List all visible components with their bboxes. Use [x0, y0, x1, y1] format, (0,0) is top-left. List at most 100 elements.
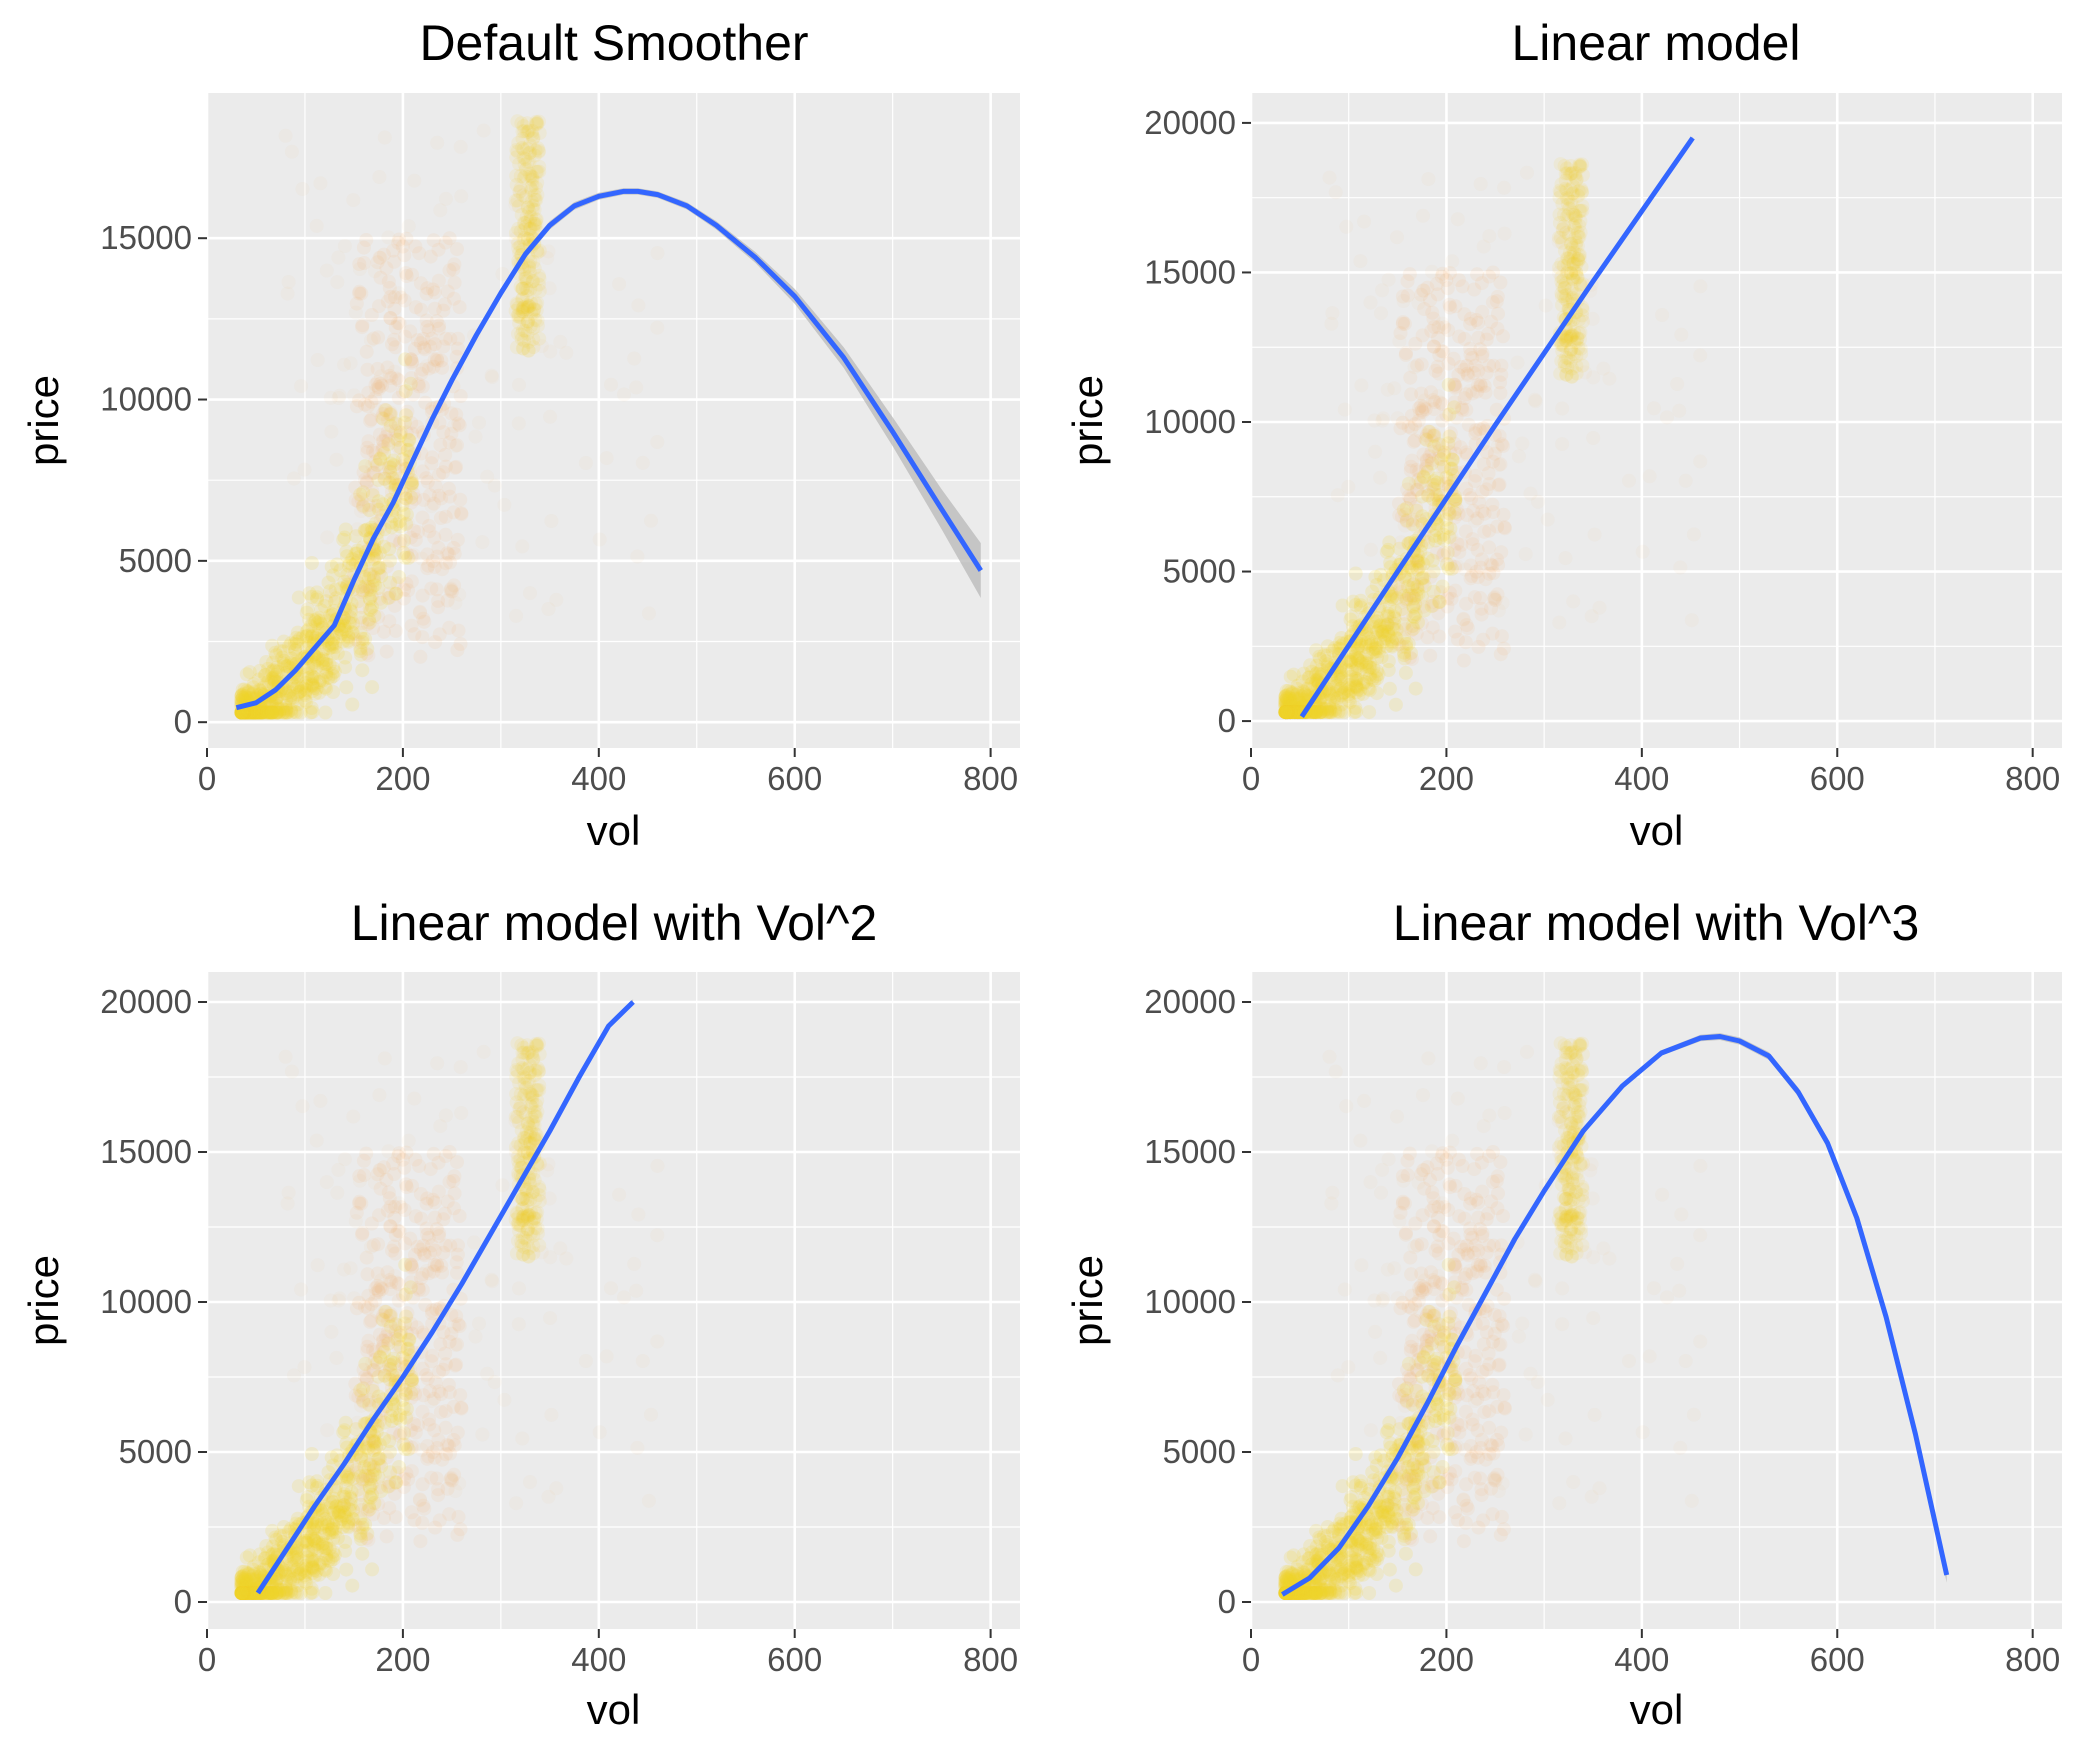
- scatter-point: [1358, 639, 1373, 654]
- scatter-point: [487, 478, 502, 493]
- scatter-point: [1431, 366, 1446, 381]
- scatter-point: [1463, 311, 1478, 326]
- x-axis-title: vol: [587, 807, 641, 854]
- scatter-point: [239, 705, 254, 720]
- scatter-point: [399, 425, 414, 440]
- scatter-point: [1459, 508, 1474, 522]
- scatter-point: [358, 472, 373, 487]
- scatter-point: [1396, 294, 1411, 308]
- scatter-point: [511, 300, 526, 315]
- scatter-point: [549, 1481, 564, 1496]
- scatter-point: [431, 321, 446, 336]
- scatter-point: [531, 143, 546, 158]
- scatter-point: [599, 1349, 614, 1364]
- scatter-point: [299, 605, 314, 620]
- y-tick-label: 0: [174, 703, 192, 740]
- scatter-point: [365, 599, 379, 614]
- scatter-point: [513, 310, 528, 325]
- scatter-point: [382, 368, 397, 383]
- scatter-point: [365, 488, 380, 503]
- scatter-point: [1354, 656, 1369, 671]
- scatter-point: [338, 1480, 353, 1495]
- scatter-point: [333, 622, 348, 637]
- scatter-point: [356, 485, 371, 500]
- scatter-point: [431, 488, 446, 503]
- scatter-point: [265, 694, 280, 709]
- scatter-point: [1423, 293, 1437, 308]
- scatter-point: [383, 378, 398, 393]
- scatter-point: [1458, 635, 1473, 650]
- scatter-point: [1395, 415, 1410, 430]
- scatter-point: [525, 124, 540, 138]
- scatter-point: [382, 281, 397, 295]
- scatter-point: [508, 193, 523, 208]
- scatter-point: [414, 366, 429, 381]
- scatter-point: [268, 701, 283, 716]
- scatter-point: [544, 514, 559, 528]
- scatter-point: [1353, 254, 1368, 269]
- scatter-point: [1386, 609, 1401, 624]
- scatter-point: [1426, 492, 1441, 507]
- scatter-point: [511, 236, 526, 251]
- scatter-point: [322, 584, 337, 599]
- scatter-point: [520, 302, 535, 317]
- scatter-point: [612, 277, 627, 292]
- scatter-point: [1490, 519, 1505, 534]
- scatter-point: [329, 452, 344, 467]
- scatter-point: [302, 612, 317, 627]
- scatter-point: [382, 590, 397, 605]
- scatter-point: [532, 331, 547, 346]
- scatter-point: [396, 1480, 411, 1495]
- scatter-point: [363, 567, 378, 581]
- scatter-point: [1282, 705, 1297, 720]
- scatter-point: [398, 384, 413, 399]
- scatter-point: [371, 561, 386, 576]
- scatter-point: [1278, 705, 1293, 720]
- scatter-point: [449, 1255, 464, 1270]
- scatter-point: [297, 686, 312, 701]
- scatter-point: [516, 150, 531, 165]
- scatter-point: [388, 320, 403, 335]
- scatter-point: [1482, 269, 1497, 284]
- scatter-point: [247, 705, 262, 720]
- scatter-point: [246, 705, 261, 720]
- scatter-point: [650, 320, 665, 335]
- scatter-point: [341, 628, 356, 643]
- scatter-point: [337, 619, 352, 633]
- scatter-point: [361, 385, 376, 400]
- scatter-point: [518, 169, 533, 184]
- scatter-point: [404, 490, 419, 505]
- scatter-point: [1425, 452, 1439, 467]
- scatter-point: [415, 1515, 430, 1530]
- scatter-point: [382, 407, 397, 422]
- scatter-point: [309, 1133, 324, 1148]
- scatter-point: [1449, 502, 1464, 516]
- scatter-point: [337, 574, 352, 589]
- scatter-point: [549, 592, 564, 607]
- scatter-point: [360, 440, 375, 455]
- scatter-point: [235, 682, 250, 697]
- scatter-point: [319, 657, 334, 672]
- scatter-point: [516, 170, 531, 185]
- scatter-point: [267, 705, 282, 720]
- scatter-point: [282, 639, 297, 654]
- scatter-point: [369, 382, 384, 397]
- scatter-point: [310, 585, 324, 600]
- scatter-point: [400, 438, 415, 453]
- scatter-point: [416, 1498, 431, 1513]
- scatter-point: [433, 438, 448, 452]
- scatter-point: [522, 299, 537, 314]
- scatter-point: [304, 701, 319, 715]
- scatter-point: [517, 333, 532, 348]
- scatter-point: [388, 1510, 403, 1525]
- scatter-point: [522, 204, 537, 219]
- scatter-point: [1278, 705, 1293, 720]
- scatter-point: [446, 262, 461, 277]
- scatter-point: [371, 581, 386, 596]
- scatter-point: [1450, 212, 1465, 227]
- scatter-point: [401, 1133, 416, 1148]
- scatter-point: [401, 583, 416, 598]
- scatter-point: [256, 680, 271, 695]
- scatter-point: [395, 452, 410, 467]
